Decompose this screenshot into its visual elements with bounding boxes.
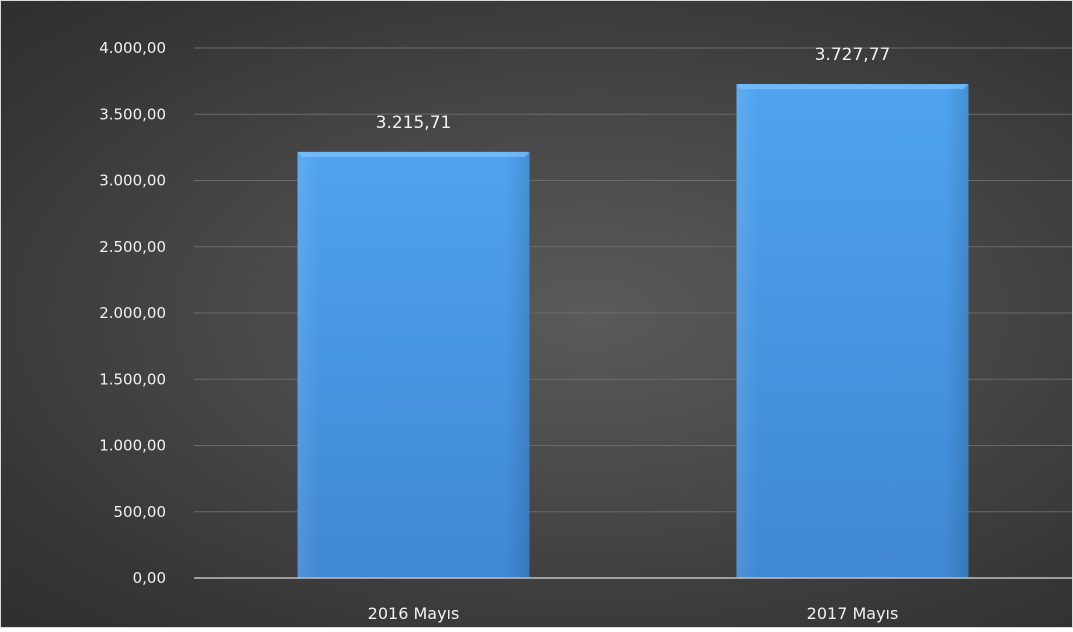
data-label: 3.215,71 xyxy=(376,113,452,133)
data-label: 3.727,77 xyxy=(815,45,891,65)
y-tick-label: 2.500,00 xyxy=(99,238,166,256)
bar-top-bevel xyxy=(736,84,969,90)
y-tick-label: 1.500,00 xyxy=(99,370,166,388)
x-axis-category-labels: 2016 Mayıs 2017 Mayıs xyxy=(368,604,899,623)
y-axis-tick-labels: 0,00 500,00 1.000,00 1.500,00 2.000,00 2.500,… xyxy=(99,39,166,587)
bar-shading xyxy=(297,151,530,578)
bars xyxy=(297,84,969,579)
y-tick-label: 3.500,00 xyxy=(99,105,166,123)
y-tick-label: 4.000,00 xyxy=(99,39,166,57)
y-tick-label: 3.000,00 xyxy=(99,172,166,190)
bar-top-bevel xyxy=(297,151,530,157)
y-tick-label: 1.000,00 xyxy=(99,437,166,455)
x-category-label: 2017 Mayıs xyxy=(807,604,899,623)
y-tick-label: 500,00 xyxy=(114,503,167,521)
y-tick-label: 2.000,00 xyxy=(99,304,166,322)
x-category-label: 2016 Mayıs xyxy=(368,604,460,623)
data-labels: 3.215,71 3.727,77 xyxy=(376,45,891,133)
y-tick-label: 0,00 xyxy=(133,569,166,587)
bar-shading xyxy=(736,84,969,579)
